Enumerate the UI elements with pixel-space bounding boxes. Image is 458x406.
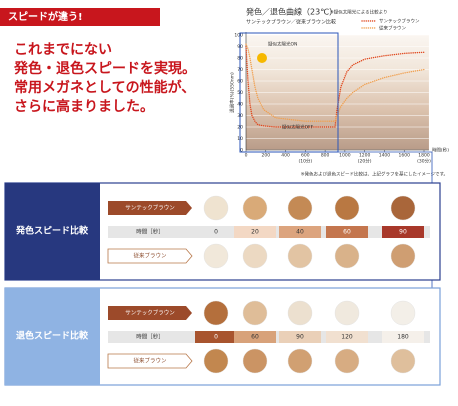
conventional-tag: [107, 248, 193, 264]
series-line: [245, 45, 425, 128]
x-tick-label: 1600: [398, 153, 410, 159]
product-label: サンテックブラウン: [125, 204, 175, 212]
lens: [390, 300, 416, 326]
lens: [287, 300, 313, 326]
headline: これまでにない: [14, 42, 112, 58]
lens: [203, 195, 229, 221]
headline: 発色・退色スピードを実現。: [13, 60, 196, 77]
lens: [390, 243, 416, 269]
time-cell: [382, 331, 424, 343]
time-label: 時間［秒］: [136, 333, 164, 341]
time-cell: [279, 331, 321, 343]
time-cell: [234, 226, 276, 238]
time-value: 40: [296, 229, 304, 236]
headline: さらに高まりました。: [14, 98, 154, 115]
footnote: ※発色および退色スピード比較は、上記グラフを基にしたイメージです。: [301, 171, 448, 178]
legend-label: 従来ブラウン: [379, 25, 406, 32]
lens: [242, 348, 268, 374]
time-cell: [326, 226, 368, 238]
lens: [203, 300, 229, 326]
panel-label-bg: [5, 183, 100, 280]
y-axis-label: 透過率(%)(550nm): [229, 72, 236, 113]
time-cell: [279, 226, 321, 238]
y-tick-label: 0: [240, 148, 243, 154]
product-tag: [108, 201, 192, 215]
product-label: サンテックブラウン: [125, 309, 175, 317]
x-tick-label: 1200: [359, 153, 371, 159]
lens: [203, 243, 229, 269]
time-value: 180: [397, 334, 409, 341]
lens: [203, 348, 229, 374]
headline: 常用メガネとしての性能が、: [14, 79, 195, 96]
banner-bg: [0, 8, 160, 26]
time-value: 0: [214, 334, 218, 341]
time-value: 20: [251, 229, 259, 236]
annotation: 疑似太陽光ON: [268, 41, 297, 48]
conventional-label: 従来ブラウン: [133, 357, 167, 365]
y-tick-label: 100: [234, 33, 243, 39]
lens: [287, 195, 313, 221]
product-tag: [108, 306, 192, 320]
series-line: [245, 43, 425, 122]
time-cell: [234, 331, 276, 343]
x-tick-note: (10分): [298, 158, 312, 165]
lens: [334, 195, 360, 221]
chart-title: 発色／退色曲線（23℃）: [246, 7, 337, 17]
time-cell: [195, 226, 237, 238]
time-cell: [326, 331, 368, 343]
time-cell: [195, 331, 237, 343]
panel-title: 発色スピード比較: [15, 225, 89, 237]
lens: [334, 348, 360, 374]
panel-title: 退色スピード比較: [16, 330, 89, 342]
lens: [334, 243, 360, 269]
panel-label-bg: [5, 288, 100, 385]
lens: [242, 195, 268, 221]
time-cell: [382, 226, 424, 238]
lens: [390, 195, 416, 221]
x-axis-label: 時間(秒): [432, 147, 449, 154]
time-value: 90: [296, 334, 304, 341]
lens: [242, 243, 268, 269]
legend-label: サンテックブラウン: [379, 18, 420, 25]
time-value: 90: [399, 229, 407, 236]
chart-note: ※疑似太陽光による比較より: [330, 9, 388, 16]
lens: [242, 300, 268, 326]
x-tick-label: 1400: [379, 153, 391, 159]
x-tick-note: (20分): [358, 158, 372, 165]
x-tick-note: (30分): [417, 158, 431, 165]
time-value: 60: [343, 229, 351, 236]
x-tick-label: 600: [301, 153, 310, 159]
lens: [287, 243, 313, 269]
conventional-tag: [107, 353, 193, 369]
time-value: 0: [214, 229, 218, 236]
x-tick-label: 400: [281, 153, 290, 159]
lens: [334, 300, 360, 326]
time-value: 60: [251, 334, 259, 341]
x-tick-label: 800: [321, 153, 330, 159]
time-value: 120: [341, 334, 353, 341]
chart-subtitle: サンテックブラウン／従来ブラウン比較: [246, 19, 336, 26]
banner: スピードが違う!: [8, 10, 83, 23]
highlight-box: [239, 32, 339, 153]
sun-icon: [257, 53, 267, 63]
x-tick-label: 1800: [418, 153, 430, 159]
lens: [287, 348, 313, 374]
x-tick-label: 0: [245, 153, 248, 159]
x-tick-label: 200: [261, 153, 270, 159]
time-label: 時間［秒］: [136, 228, 164, 236]
x-tick-label: 1000: [339, 153, 351, 159]
annotation: 疑似太陽光OFF: [282, 124, 314, 131]
conventional-label: 従来ブラウン: [133, 252, 167, 260]
lens: [390, 348, 416, 374]
